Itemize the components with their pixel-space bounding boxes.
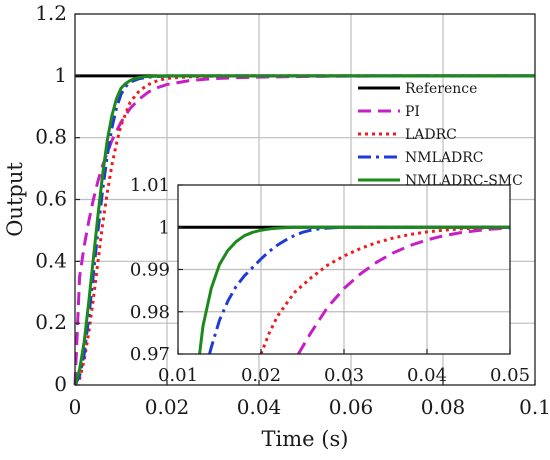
main-xtick-label: 0.02 xyxy=(145,395,190,419)
inset-xtick-label: 0.04 xyxy=(407,365,447,386)
main-series-nmladrc-smc xyxy=(73,74,535,386)
inset-ytick-label: 0.98 xyxy=(130,302,170,323)
main-xtick-label: 0.04 xyxy=(237,395,282,419)
x-axis-label: Time (s) xyxy=(262,427,349,451)
main-ytick-label: 0.2 xyxy=(35,310,67,334)
main-ticks: 0 0.02 0.04 0.06 0.08 0.1 0 0.2 0.4 0.6 0.8 1 1.2 xyxy=(35,1,550,419)
inset-series-nmladrc-smc xyxy=(198,225,510,355)
main-ytick-label: 0.8 xyxy=(35,125,67,149)
inset-ytick-label: 1 xyxy=(159,217,170,238)
inset-xtick-label: 0.03 xyxy=(324,365,364,386)
main-ytick-label: 0 xyxy=(54,372,67,396)
main-ytick-label: 0.4 xyxy=(35,248,67,272)
inset-ytick-label: 1.01 xyxy=(130,175,170,196)
main-ytick-label: 1 xyxy=(54,63,67,87)
inset-xtick-label: 0.02 xyxy=(241,365,281,386)
main-xtick-label: 0.08 xyxy=(421,395,466,419)
inset-ticks: 0.01 0.02 0.03 0.04 0.05 0.97 0.98 0.99 1 1.01 xyxy=(130,175,530,386)
main-xtick-label: 0.1 xyxy=(519,395,550,419)
y-axis-label: Output xyxy=(3,162,27,237)
inset-series-pi xyxy=(297,226,511,355)
main-series xyxy=(73,74,535,386)
inset-xtick-label: 0.05 xyxy=(490,365,530,386)
legend-label-ladrc: LADRC xyxy=(405,127,457,143)
inset-ytick-label: 0.99 xyxy=(130,260,170,281)
legend-label-nmladrc: NMLADRC xyxy=(405,150,483,166)
inset-plot: 0.01 0.02 0.03 0.04 0.05 0.97 0.98 0.99 1 1.01 xyxy=(130,175,530,386)
inset-series-ladrc xyxy=(259,225,511,355)
main-ytick-label: 1.2 xyxy=(35,1,67,25)
inset-ytick-label: 0.97 xyxy=(130,344,170,365)
inset-series xyxy=(178,225,511,355)
main-series-nmladrc xyxy=(73,74,535,386)
main-ytick-label: 0.6 xyxy=(35,187,67,211)
main-xtick-label: 0.06 xyxy=(329,395,374,419)
legend-label-pi: PI xyxy=(405,104,420,120)
legend-label-reference: Reference xyxy=(405,81,477,97)
inset-xtick-label: 0.01 xyxy=(158,365,198,386)
main-xtick-label: 0 xyxy=(69,395,82,419)
